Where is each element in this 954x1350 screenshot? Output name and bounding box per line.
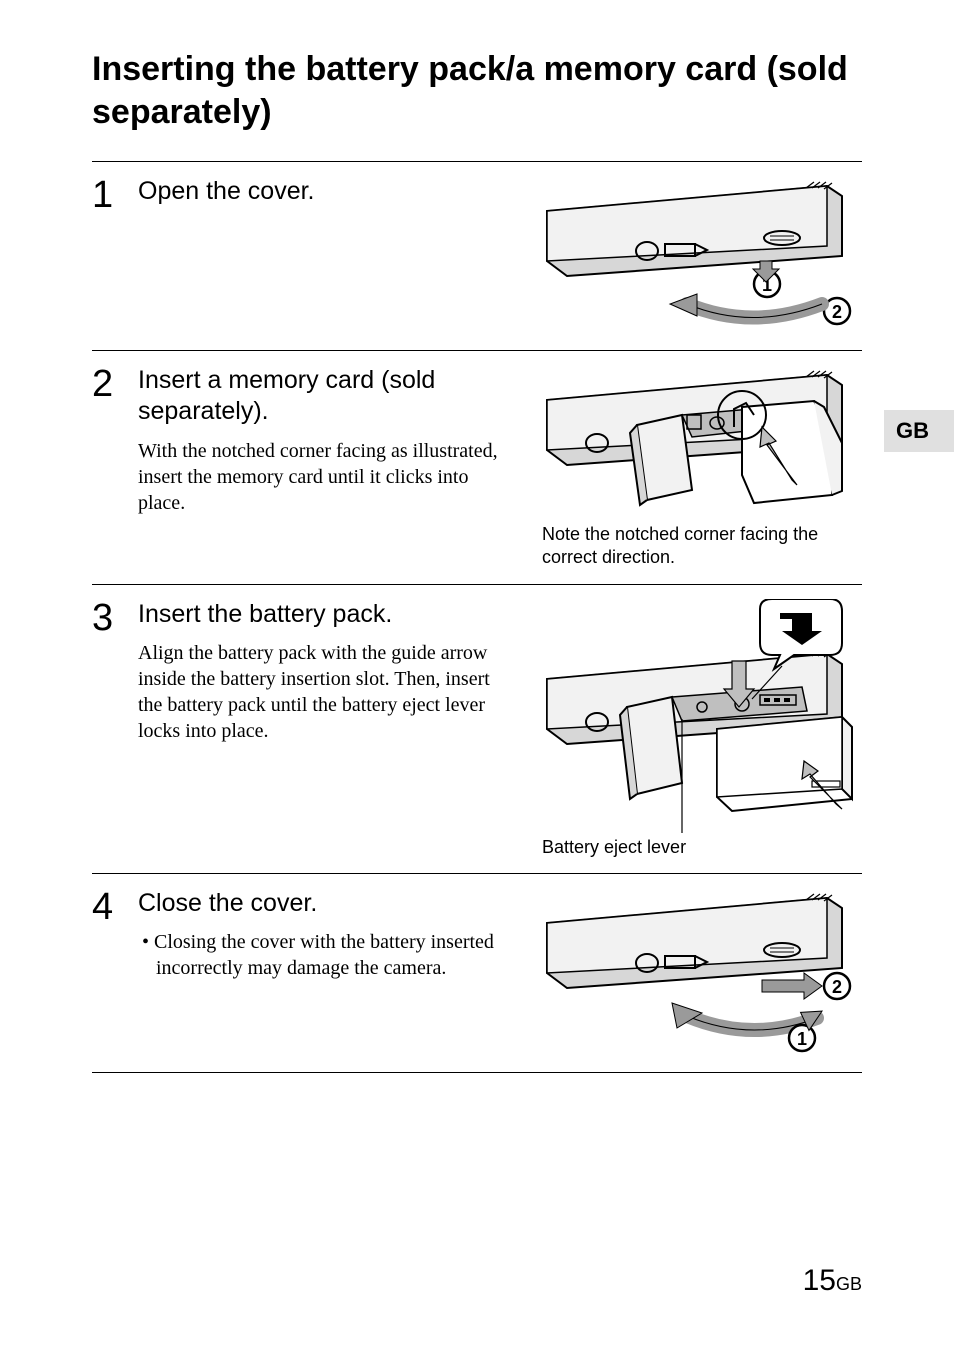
step-3-figure: Battery eject lever [542,599,862,859]
page-title: Inserting the battery pack/a memory card… [92,48,862,133]
page-number-value: 15 [803,1264,836,1297]
language-tab-gb: GB [884,410,954,452]
step-2: 2 Insert a memory card (sold separately)… [92,351,862,584]
step-3-number: 3 [92,599,120,859]
step-3-caption: Battery eject lever [542,836,686,859]
page-number-suffix: GB [836,1274,862,1294]
svg-text:2: 2 [832,977,842,997]
step-2-caption: Note the notched corner facing the corre… [542,523,862,570]
step-4-bullet: • Closing the cover with the battery ins… [138,929,518,981]
step-2-number: 2 [92,365,120,570]
page-number: 15GB [803,1264,862,1298]
step-2-desc: With the notched corner facing as illust… [138,438,518,516]
step-1-number: 1 [92,176,120,336]
step-3: 3 Insert the battery pack. Align the bat… [92,585,862,873]
step-2-figure: Note the notched corner facing the corre… [542,365,862,570]
step-1: 1 Open the cover. [92,162,862,350]
step-4-figure: 1 2 [542,888,862,1058]
step-1-figure: 1 2 [542,176,862,336]
step-2-title: Insert a memory card (sold separately). [138,365,518,428]
step-4-title: Close the cover. [138,888,518,919]
divider [92,1072,862,1073]
step-3-desc: Align the battery pack with the guide ar… [138,640,518,744]
step-4-number: 4 [92,888,120,1058]
svg-text:2: 2 [832,302,842,322]
step-3-title: Insert the battery pack. [138,599,518,630]
svg-text:1: 1 [797,1029,807,1049]
step-4: 4 Close the cover. • Closing the cover w… [92,874,862,1072]
step-1-title: Open the cover. [138,176,518,207]
